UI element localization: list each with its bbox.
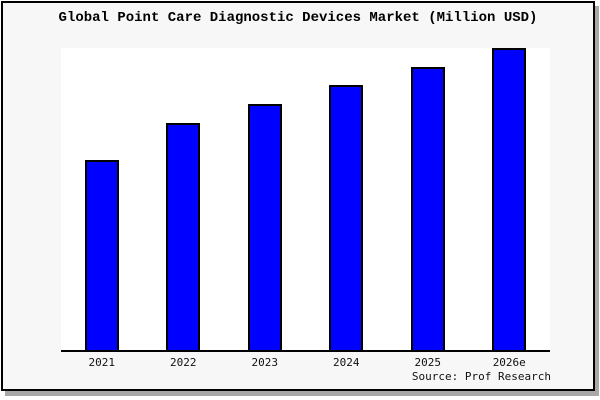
bar-band: [61, 48, 143, 350]
x-label-band: 2024: [306, 356, 388, 371]
bar-2025: [410, 67, 445, 350]
bar-2023: [247, 104, 282, 350]
bar-band: [469, 48, 551, 350]
x-label-band: 2026e: [469, 356, 551, 371]
plot-area: [61, 48, 550, 352]
x-tick-label: 2022: [170, 356, 197, 369]
x-label-band: 2021: [61, 356, 143, 371]
bar-band: [224, 48, 306, 350]
x-tick-label: 2021: [88, 356, 116, 369]
x-label-band: 2023: [224, 356, 306, 371]
x-tick-label: 2024: [333, 356, 360, 369]
bar-2021: [84, 160, 119, 350]
bar-band: [306, 48, 388, 350]
bar-2022: [166, 123, 201, 350]
chart-frame: Global Point Care Diagnostic Devices Mar…: [1, 1, 595, 391]
bar-2026e: [492, 48, 527, 350]
x-axis-labels: 2021 2022 2023 2024 2025 2026e: [61, 356, 550, 371]
x-label-band: 2022: [143, 356, 225, 371]
x-tick-label: 2025: [414, 356, 442, 369]
bar-band: [143, 48, 225, 350]
x-tick-label: 2023: [251, 356, 279, 369]
x-label-band: 2025: [387, 356, 469, 371]
chart-title: Global Point Care Diagnostic Devices Mar…: [58, 10, 538, 26]
bar-2024: [329, 85, 364, 350]
source-credit: Source: Prof Research: [411, 370, 551, 383]
bar-band: [387, 48, 469, 350]
x-tick-label: 2026e: [492, 356, 526, 369]
